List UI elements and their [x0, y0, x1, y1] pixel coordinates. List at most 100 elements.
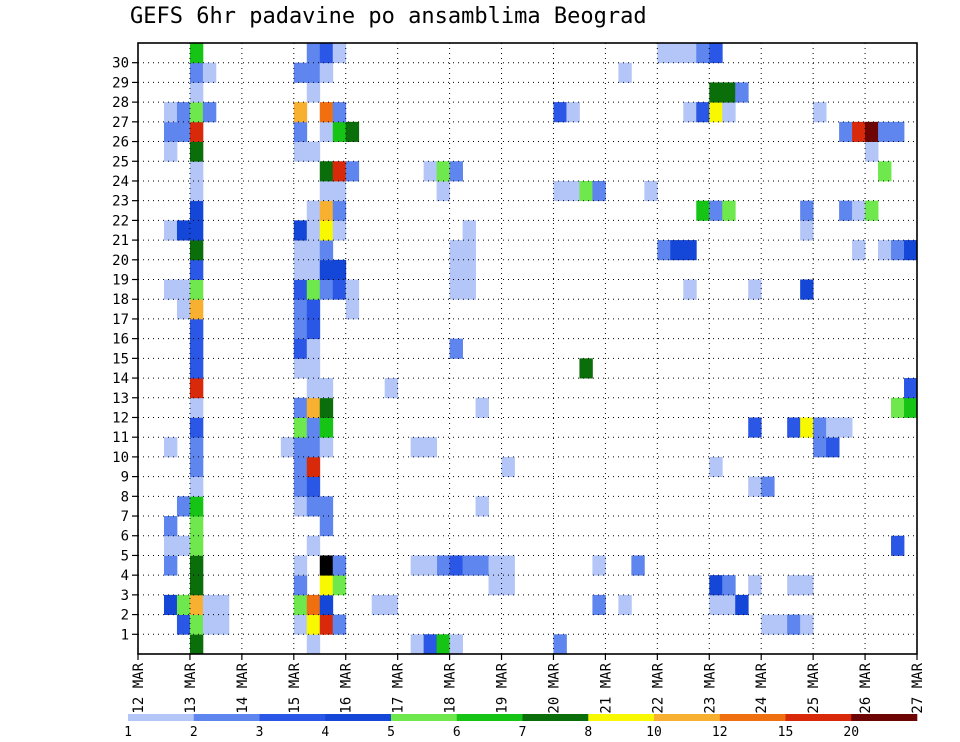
heatmap-cell: [709, 594, 723, 615]
y-tick-label: 25: [112, 154, 129, 170]
heatmap-cell: [813, 437, 827, 458]
heatmap-cell: [332, 614, 347, 635]
heatmap-cell: [163, 516, 178, 537]
heatmap-cell: [280, 437, 295, 458]
heatmap-cell: [319, 397, 334, 418]
heatmap-cell: [319, 516, 334, 537]
legend-label: 6: [453, 725, 461, 740]
heatmap-cell: [189, 43, 204, 64]
y-tick-label: 16: [112, 332, 129, 348]
heatmap-cell: [332, 200, 347, 221]
heatmap-cell: [163, 121, 178, 142]
heatmap-cell: [839, 200, 853, 221]
heatmap-cell: [423, 437, 438, 458]
heatmap-cell: [683, 279, 697, 300]
heatmap-cell: [189, 437, 204, 458]
heatmap-cell: [462, 279, 476, 300]
heatmap-cell: [449, 555, 463, 576]
y-tick-label: 17: [112, 312, 129, 328]
heatmap-cell: [657, 240, 671, 261]
heatmap-cell: [189, 299, 204, 320]
heatmap-cell: [410, 555, 425, 576]
heatmap-cell: [709, 82, 723, 103]
heatmap-cell: [852, 240, 866, 261]
legend-label: 4: [321, 725, 329, 740]
heatmap-cell: [319, 200, 334, 221]
legend-swatch: [456, 714, 523, 721]
heatmap-cell: [423, 634, 438, 655]
heatmap-cell: [332, 102, 347, 123]
heatmap-cell: [852, 121, 866, 142]
y-tick-label: 7: [121, 509, 129, 525]
heatmap-cell: [709, 102, 723, 123]
heatmap-cell: [579, 180, 593, 202]
heatmap-cell: [462, 555, 476, 576]
heatmap-cell: [189, 397, 204, 418]
heatmap-cell: [826, 417, 840, 438]
heatmap-cell: [332, 220, 347, 241]
heatmap-cell: [722, 594, 736, 615]
chart-title: GEFS 6hr padavine po ansamblima Beograd: [130, 4, 647, 29]
heatmap-cell: [293, 338, 308, 359]
heatmap-cell: [163, 141, 178, 162]
heatmap-cell: [306, 141, 321, 162]
heatmap-cell: [683, 43, 697, 64]
y-tick-label: 19: [112, 273, 129, 289]
heatmap-cell: [332, 555, 347, 576]
legend-label: 10: [646, 725, 662, 740]
heatmap-cell: [384, 594, 399, 615]
heatmap-cell: [748, 476, 762, 497]
y-tick-label: 24: [112, 174, 129, 190]
heatmap-cell: [735, 594, 749, 615]
heatmap-cell: [293, 259, 308, 280]
legend-label: 12: [712, 725, 728, 740]
heatmap-cell: [189, 496, 204, 517]
heatmap-cell: [696, 200, 710, 221]
heatmap-cell: [670, 43, 684, 64]
heatmap-cell: [553, 634, 567, 655]
heatmap-cell: [839, 417, 853, 438]
heatmap-cell: [462, 259, 476, 280]
heatmap-cell: [813, 102, 827, 123]
heatmap-cell: [176, 299, 191, 320]
heatmap-cell: [293, 594, 308, 615]
heatmap-cell: [189, 220, 204, 241]
y-tick-label: 13: [112, 391, 129, 407]
heatmap-cell: [449, 259, 463, 280]
heatmap-cell: [592, 555, 606, 576]
heatmap-cell: [163, 594, 178, 615]
x-tick-label: 20 MAR: [546, 662, 562, 713]
heatmap-cell: [202, 102, 217, 123]
heatmap-cell: [449, 634, 463, 655]
heatmap-cell: [189, 62, 204, 83]
y-tick-label: 30: [112, 56, 129, 72]
x-tick-label: 18 MAR: [443, 662, 459, 713]
heatmap-cell: [319, 43, 334, 64]
heatmap-cell: [670, 240, 684, 261]
heatmap-cell: [189, 516, 204, 537]
heatmap-cell: [189, 555, 204, 576]
heatmap-cell: [293, 299, 308, 320]
heatmap-cell: [865, 200, 879, 221]
heatmap-cell: [800, 575, 814, 596]
heatmap-cell: [566, 180, 580, 202]
heatmap-cell: [501, 456, 515, 478]
heatmap-cell: [865, 121, 879, 142]
heatmap-cell: [826, 437, 840, 458]
heatmap-cell: [189, 594, 204, 615]
heatmap-cell: [189, 634, 204, 655]
heatmap-cell: [189, 121, 204, 142]
heatmap-cell: [722, 82, 736, 103]
heatmap-cell: [657, 43, 671, 64]
heatmap-cell: [306, 82, 321, 103]
heatmap-cell: [319, 614, 334, 635]
heatmap-cell: [176, 279, 191, 300]
heatmap-cell: [293, 437, 308, 458]
legend-swatch: [785, 714, 852, 721]
legend-swatch: [588, 714, 655, 721]
heatmap-cell: [189, 456, 204, 478]
heatmap-cell: [319, 180, 334, 202]
heatmap-cell: [293, 476, 308, 497]
heatmap-cell: [839, 121, 853, 142]
